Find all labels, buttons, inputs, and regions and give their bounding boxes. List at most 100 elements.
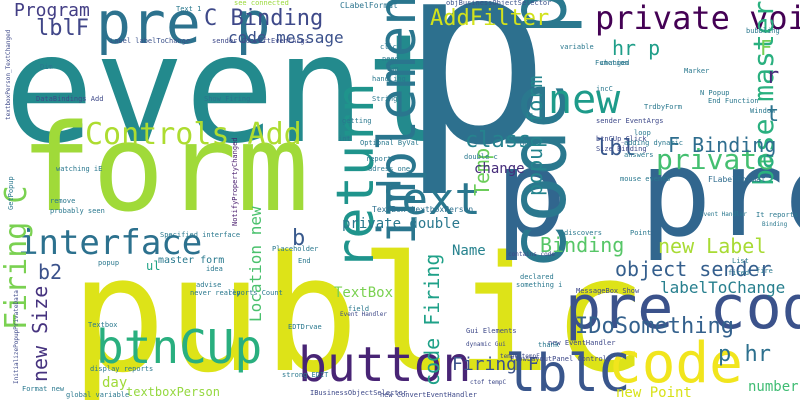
word-new-point: new Point [616,385,692,400]
word-new-label: new Label [658,234,767,258]
word-something-i: something i [516,281,563,289]
word-n-popup: N Popup [700,89,730,97]
word-function: Function [595,59,629,67]
word-lbl: lbl [596,136,636,161]
word-end: End [298,257,311,265]
word-btncup-click: btnCUp_Click [596,135,647,143]
word-dynamic-gui: dynamic Gui [466,341,506,348]
word-advise: advise [196,281,222,289]
word-form: form [20,100,309,239]
word-c-binding: C Binding [204,6,324,31]
word-interface: interface [18,223,203,263]
word-flabelformat: FLabelFormat [708,175,766,184]
word-private: private [656,143,775,176]
word-btncup: btnCUp [96,320,263,374]
word-private-double: private double [342,216,461,232]
word-b2: b2 [38,260,63,284]
word-string: String [372,95,398,103]
word-event-handler-small: Event Handler [700,211,747,218]
word-hr-p: hr p [612,36,661,60]
word-bubbling: bubbling [746,27,780,35]
word-class: class [465,128,532,153]
word-r: r [766,64,780,89]
word-placeholder: Placeholder [272,245,319,253]
word-adress-one: adress one [368,165,411,173]
word-name: Name [452,243,486,259]
word-display-reports: display reports [90,365,154,373]
word-new-eventhandler: new EventHandler [548,339,616,347]
word-edtdrvae: EDTDrvae [288,323,322,331]
word-pre-code: pre code [565,273,800,343]
word-need: need [382,55,399,63]
word-f: F [760,36,773,60]
word-program: Program [14,0,90,21]
word-optional-byval: Optional ByVal [360,139,420,147]
word-click: click [380,43,402,51]
word-labeltochange: labelToChange [660,278,786,297]
word-main: Main [520,139,537,147]
word-tempc-tempf: tempC tempF [500,353,540,360]
word-textbox-textboxperson: TextBox textboxPerson [372,205,474,214]
word-lblf: lblF [36,16,89,41]
word-p-pre: p pre [495,125,800,264]
word-lblc: lblC [505,344,631,400]
word-clabelformat: CLabelFormat [340,1,398,10]
word-master-form: master form [158,255,225,266]
word-public: public [70,221,648,400]
word-show-firing: Show Firing [204,95,251,103]
word-declared: declared [520,273,554,281]
word-strong-edit: strong EDIT [282,371,329,379]
word-f-binding: F Binding [668,133,777,157]
word-change: change [474,161,525,177]
word-thank: thank [538,341,560,349]
word-pre-p: pre p [96,0,271,57]
word-two: Two [386,65,399,73]
word-messagebox-show: MessageBox Show [576,287,640,295]
word-controls-add: Controls Add [85,117,302,152]
word-reports: reports [366,155,396,163]
word-window: Window [750,107,776,115]
word-sender-eventargs: sender EventArgs [596,117,664,125]
word-initializepopupprivatedata-vertical: InitializePopupPrivateData [13,290,20,384]
word-event-handler: Event Handler [340,311,387,318]
word-textboxperson: textboxPerson [126,385,220,399]
word-loop: loop [634,129,651,137]
word-fired: fired [728,269,750,277]
word-reports-count: reports Count [228,289,283,297]
word-label-labeltochange: Label labelToChange [110,37,191,45]
word-new: new [548,77,621,123]
word-size-binding: Size Binding [596,145,647,153]
word-idea: idea [206,265,223,273]
word-contains-code: contains code [508,251,555,258]
word-databindings-add: DataBindings Add [36,95,104,103]
word-marker: Marker [684,67,710,75]
word-textbox: TextBox [334,285,394,301]
word-objbusinessobjectselector: objBusinessObjectSelector [446,0,552,7]
word-global-variable: global variable [66,391,130,399]
word-flowlayoutpanel-controls: FlowLayoutPanel Controls [510,355,612,363]
word-int: int [338,135,351,143]
word-never-really: never really [190,289,241,297]
word-list: List [732,257,749,265]
word-changed: changed [600,59,630,67]
word-text-1: Text 1 [176,5,202,13]
word-code-firing-vertical: code Firing [420,253,444,386]
word-code: code [608,331,743,396]
word-code-message: code message [228,28,344,47]
word-getting: getting [342,117,372,125]
word-double-c: double c [464,153,498,161]
word-p: p [400,0,551,200]
word-ul: ul [146,259,161,273]
word-ctof-tempc: ctof tempC [470,379,507,386]
word-remove: remove [50,197,76,205]
word-t: t [766,102,780,127]
word-see-connected: see connected [234,0,289,7]
word-it-reports: It reports [756,211,799,219]
word-notifypropertychanged-vertical: NotifyPropertyChanged [231,137,239,226]
word-dim: Dim [40,63,53,71]
word-incc: incC [596,85,613,93]
word-end-function: End Function [708,97,759,105]
word-firing-f: Firing F [452,354,539,375]
word-location-new-vertical: Location new [246,206,265,322]
